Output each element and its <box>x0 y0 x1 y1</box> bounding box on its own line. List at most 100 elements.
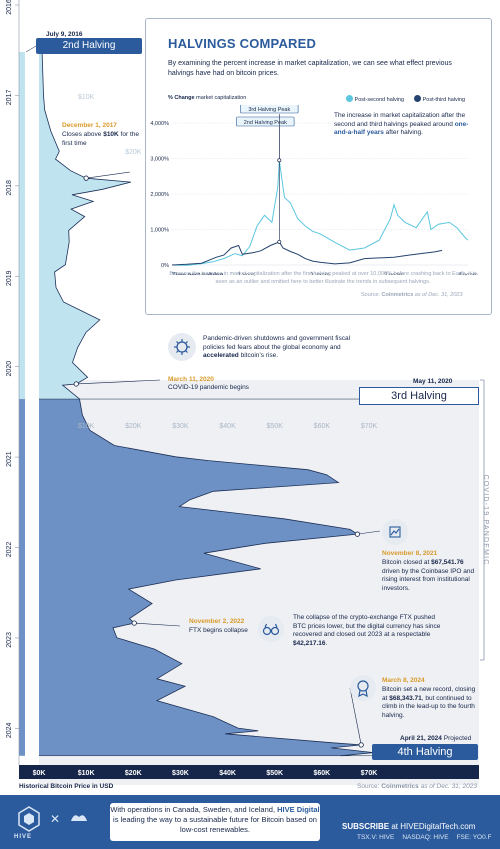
marker-mar-2020-leader <box>76 379 161 385</box>
footer-tagline: With operations in Canada, Sweden, and I… <box>110 803 320 841</box>
peak-2nd-dot <box>277 158 282 163</box>
legend-item-third: Post-third halving <box>414 95 465 103</box>
inset-peak-markers: 3rd Halving Peak 2nd Halving Peak <box>236 105 299 244</box>
x-tick-label: $30K <box>172 770 189 777</box>
peak-3rd-dot <box>277 239 282 244</box>
inset-annotation: The increase in market capitalization af… <box>334 112 469 138</box>
covid-band-label: COVID-19 PANDEMIC <box>482 474 489 565</box>
hive-logo <box>10 805 48 835</box>
year-label-2017: 2017 <box>6 90 13 106</box>
marker-dec-2017-leader <box>86 171 131 179</box>
halvings-compared-card: HALVINGS COMPARED By examining the perce… <box>145 18 492 315</box>
inset-y-tick: 2,000% <box>150 192 169 198</box>
year-label-2019: 2019 <box>6 270 13 286</box>
inset-title: HALVINGS COMPARED <box>168 36 317 51</box>
hive-logo-text: HIVE <box>14 834 33 840</box>
event-note-pandemic-fiscal: Pandemic-driven shutdowns and government… <box>203 335 351 359</box>
peak-label-3rd-box <box>240 105 299 114</box>
x-tick-label: $20K <box>125 770 142 777</box>
event-note-ftx: FTX begins collapse <box>189 627 248 634</box>
marker-dec-2017-dot <box>83 175 89 181</box>
inset-y-tick: 1,000% <box>150 228 169 234</box>
subscribe-link[interactable]: SUBSCRIBE at HIVEDigitalTech.com <box>342 822 476 831</box>
inset-y-tick: 4,000% <box>150 121 169 127</box>
inset-ylabel: % Change market capitalization <box>168 95 247 101</box>
ticker-nasdaq: NASDAQ: HIVE <box>402 834 449 841</box>
inner-price-label-2020: $30K <box>172 423 189 430</box>
price-area-third-era <box>39 399 374 756</box>
series-post-second-halving <box>171 160 469 266</box>
partner-logo-icon <box>68 809 90 827</box>
inner-price-labels: $10K $20K $10K $20K $30K $40K $50K $60K $70K <box>78 94 378 430</box>
event-note-ftx-recovery: The collapse of the crypto-exchange FTX … <box>293 614 441 647</box>
inset-x-tick: 4 years <box>458 273 478 275</box>
halving-2-line <box>25 45 37 53</box>
year-label-2022: 2022 <box>6 542 13 558</box>
x-axis-bar <box>19 765 479 779</box>
x-tick-label: $10K <box>78 770 95 777</box>
x-axis-label: Historical Bitcoin Price in USD <box>19 783 114 790</box>
x-tick-label: $50K <box>266 770 283 777</box>
inset-y-tick: 3,000% <box>150 157 169 163</box>
year-label-2021: 2021 <box>6 451 13 467</box>
event-note-nov-2021: Bitcoin closed at $67,541.76 driven by t… <box>382 559 475 592</box>
inner-price-label-2020: $10K <box>78 423 95 430</box>
year-label-2018: 2018 <box>6 180 13 196</box>
x-axis-ticks: $0K $10K $20K $30K $40K $50K $60K $70K <box>33 770 378 777</box>
ticker-fse: FSE: YO0.F <box>456 834 492 841</box>
label-4th-halving: 4th Halving <box>372 744 478 760</box>
virus-icon <box>168 333 196 361</box>
inner-price-label-2020: $60K <box>314 423 331 430</box>
inner-price-label-2020: $50K <box>267 423 284 430</box>
legend-swatch-third <box>414 95 422 102</box>
legend-item-second: Post-second halving <box>346 95 404 103</box>
event-date-nov-2021: November 8, 2021 <box>382 550 438 557</box>
inset-legend: Post-second halving Post-third halving <box>346 95 465 103</box>
event-note-covid: COVID-19 pandemic begins <box>168 384 249 391</box>
year-axis: 2016 2017 2018 2019 2020 2021 2022 2023 2024 <box>6 0 20 765</box>
event-date-2nd-halving: July 9, 2016 <box>46 31 83 38</box>
inner-price-label-2017: $20K <box>125 149 142 156</box>
series-post-third-halving <box>171 241 443 266</box>
label-3rd-halving: 3rd Halving <box>359 387 479 405</box>
binoculars-icon <box>258 616 284 642</box>
marker-mar-2024-dot <box>358 742 364 748</box>
ticker-list: TSX.V: HIVE NASDAQ: HIVE FSE: YO0.F <box>357 834 491 841</box>
event-note-mar-2024: Bitcoin set a new record, closing at $68… <box>382 686 476 719</box>
event-date-dec-2017: December 1, 2017 <box>62 122 117 129</box>
legend-swatch-second <box>346 95 353 102</box>
inset-source: Source: Coinmetrics as of Dec. 31, 2023 <box>361 292 463 298</box>
inset-footnote: Because the increase in market capitaliz… <box>169 271 477 285</box>
main-source: Source: Coinmetrics as of Dec. 31, 2023 <box>357 783 477 790</box>
year-label-2020: 2020 <box>6 361 13 377</box>
event-date-mar-2024: March 8, 2024 <box>382 677 425 684</box>
year-label-2016: 2016 <box>6 0 13 15</box>
peak-label-2nd: 2nd Halving Peak <box>244 120 287 126</box>
second-halving-era-band <box>19 51 25 400</box>
price-area-second-era <box>39 51 131 400</box>
year-label-2024: 2024 <box>6 722 13 738</box>
marker-nov-2022-leader <box>134 622 181 627</box>
inset-x-tick: 2 years <box>310 273 330 275</box>
event-date-4th-halving: April 21, 2024 Projected <box>400 735 472 742</box>
inset-x-tick: 3 years <box>384 273 404 275</box>
inset-grid: 0% 1,000% 2,000% 3,000% 4,000% 1 year 2 years 3… <box>150 121 478 275</box>
event-note-dec-2017: Closes above $10K for the first time <box>62 131 139 147</box>
inner-price-label-2020: $40K <box>219 423 236 430</box>
event-date-nov-2022: November 2, 2022 <box>189 618 245 625</box>
inner-price-label-2020: $20K <box>125 423 142 430</box>
inset-xlabel: Time post-halving <box>172 273 224 275</box>
x-tick-label: $60K <box>313 770 330 777</box>
marker-nov-2022-dot <box>131 620 137 626</box>
price-line <box>41 51 374 757</box>
marker-mar-2020-dot <box>73 381 79 387</box>
event-date-3rd-halving: May 11, 2020 <box>413 378 453 385</box>
peak-label-2nd-box <box>236 116 295 127</box>
inset-y-tick: 0% <box>161 263 169 269</box>
inner-price-label-2017: $10K <box>78 94 95 101</box>
marker-mar-2024-leader <box>349 687 362 745</box>
x-tick-label: $70K <box>361 770 378 777</box>
cross-icon: ✕ <box>50 812 61 826</box>
footer: HIVE ✕ With operations in Canada, Sweden… <box>0 795 500 849</box>
inner-price-label-2020: $70K <box>361 423 378 430</box>
